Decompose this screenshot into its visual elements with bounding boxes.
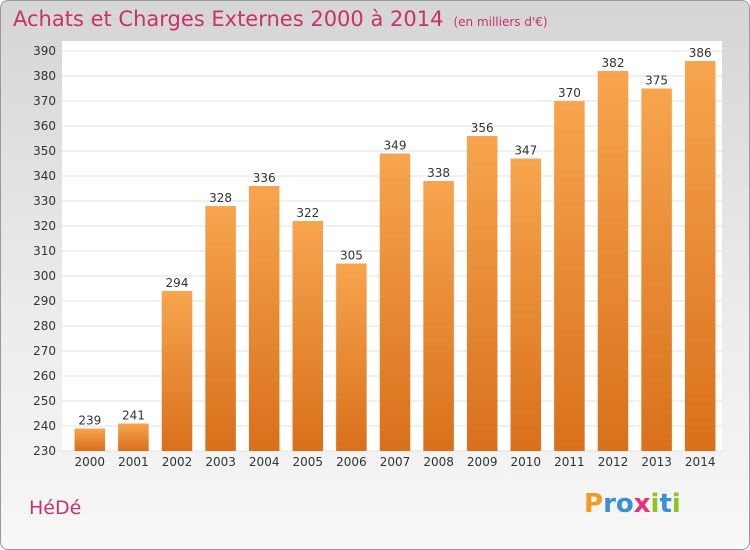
bar-2007 bbox=[379, 153, 411, 451]
chart-title: Achats et Charges Externes 2000 à 2014 (e… bbox=[13, 7, 548, 31]
y-tick-label: 330 bbox=[33, 194, 56, 208]
y-tick-label: 270 bbox=[33, 344, 56, 358]
value-label-2001: 241 bbox=[122, 409, 145, 423]
logo-letter: i bbox=[650, 489, 660, 519]
value-label-2014: 386 bbox=[689, 46, 712, 60]
bars bbox=[74, 61, 716, 451]
value-label-2011: 370 bbox=[558, 86, 581, 100]
value-label-2008: 338 bbox=[427, 166, 450, 180]
y-tick-label: 260 bbox=[33, 369, 56, 383]
x-tick-labels: 2000 2001 2002 2003 2004 2005 2006 2007 2008 2009… bbox=[75, 455, 716, 469]
value-label-2003: 328 bbox=[209, 191, 232, 205]
bar-2005 bbox=[292, 221, 324, 451]
y-tick-label: 300 bbox=[33, 269, 56, 283]
bar-2003 bbox=[205, 206, 236, 451]
value-label-2009: 356 bbox=[471, 121, 494, 135]
value-label-2002: 294 bbox=[166, 276, 189, 290]
y-tick-label: 240 bbox=[33, 419, 56, 433]
bar-2014 bbox=[684, 61, 716, 451]
logo-letter: o bbox=[615, 489, 634, 519]
value-label-2007: 349 bbox=[384, 139, 407, 153]
y-tick-label: 230 bbox=[33, 444, 56, 458]
bar-2012 bbox=[597, 71, 629, 451]
x-tick-label: 2000 bbox=[75, 455, 106, 469]
bar-2008 bbox=[423, 181, 454, 451]
y-tick-label: 350 bbox=[33, 144, 56, 158]
y-tick-label: 340 bbox=[33, 169, 56, 183]
bar-2001 bbox=[118, 423, 149, 451]
y-tick-label: 360 bbox=[33, 119, 56, 133]
place-name: HéDé bbox=[29, 497, 82, 519]
bar-2002 bbox=[161, 291, 193, 451]
y-tick-label: 320 bbox=[33, 219, 56, 233]
x-tick-label: 2014 bbox=[685, 455, 716, 469]
y-tick-label: 280 bbox=[33, 319, 56, 333]
value-label-2000: 239 bbox=[78, 414, 101, 428]
logo-letter: i bbox=[671, 489, 681, 519]
value-label-2013: 375 bbox=[645, 74, 668, 88]
y-tick-labels: 230 240 250 260 270 280 290 300 310 320 330 340 350 3… bbox=[33, 44, 56, 458]
y-tick-label: 380 bbox=[33, 69, 56, 83]
x-tick-label: 2003 bbox=[205, 455, 236, 469]
bar-2011 bbox=[554, 101, 585, 451]
proxiti-logo: Proxiti bbox=[584, 489, 681, 519]
x-tick-label: 2009 bbox=[467, 455, 498, 469]
logo-letter: r bbox=[603, 489, 616, 519]
logo-letter: P bbox=[584, 489, 604, 519]
x-tick-label: 2007 bbox=[380, 455, 411, 469]
logo-letter: x bbox=[633, 489, 651, 519]
y-tick-label: 250 bbox=[33, 394, 56, 408]
y-tick-label: 290 bbox=[33, 294, 56, 308]
x-tick-label: 2004 bbox=[249, 455, 280, 469]
value-label-2004: 336 bbox=[253, 171, 276, 185]
x-tick-label: 2012 bbox=[598, 455, 629, 469]
y-tick-label: 370 bbox=[33, 94, 56, 108]
x-tick-label: 2006 bbox=[336, 455, 367, 469]
bar-2010 bbox=[510, 158, 542, 451]
bar-2004 bbox=[248, 186, 280, 451]
bar-2006 bbox=[336, 263, 367, 451]
y-tick-label: 310 bbox=[33, 244, 56, 258]
logo-letter: t bbox=[659, 489, 672, 519]
x-tick-label: 2013 bbox=[641, 455, 672, 469]
x-tick-label: 2010 bbox=[511, 455, 542, 469]
x-tick-label: 2005 bbox=[293, 455, 324, 469]
value-label-2006: 305 bbox=[340, 249, 363, 263]
value-label-2012: 382 bbox=[602, 56, 625, 70]
value-labels: 239 241 294 328 336 322 305 349 338 356 347 370 382 3… bbox=[78, 46, 711, 428]
bar-2009 bbox=[466, 136, 498, 451]
x-tick-label: 2001 bbox=[118, 455, 149, 469]
x-tick-label: 2002 bbox=[162, 455, 193, 469]
value-label-2010: 347 bbox=[514, 144, 537, 158]
bar-2013 bbox=[641, 88, 672, 451]
value-label-2005: 322 bbox=[296, 206, 319, 220]
chart-title-text: Achats et Charges Externes 2000 à 2014 bbox=[13, 7, 444, 31]
y-tick-label: 390 bbox=[33, 44, 56, 58]
bar-2000 bbox=[74, 428, 106, 451]
x-tick-label: 2011 bbox=[554, 455, 585, 469]
x-tick-label: 2008 bbox=[423, 455, 454, 469]
chart-subtitle: (en milliers d'€) bbox=[453, 15, 548, 29]
